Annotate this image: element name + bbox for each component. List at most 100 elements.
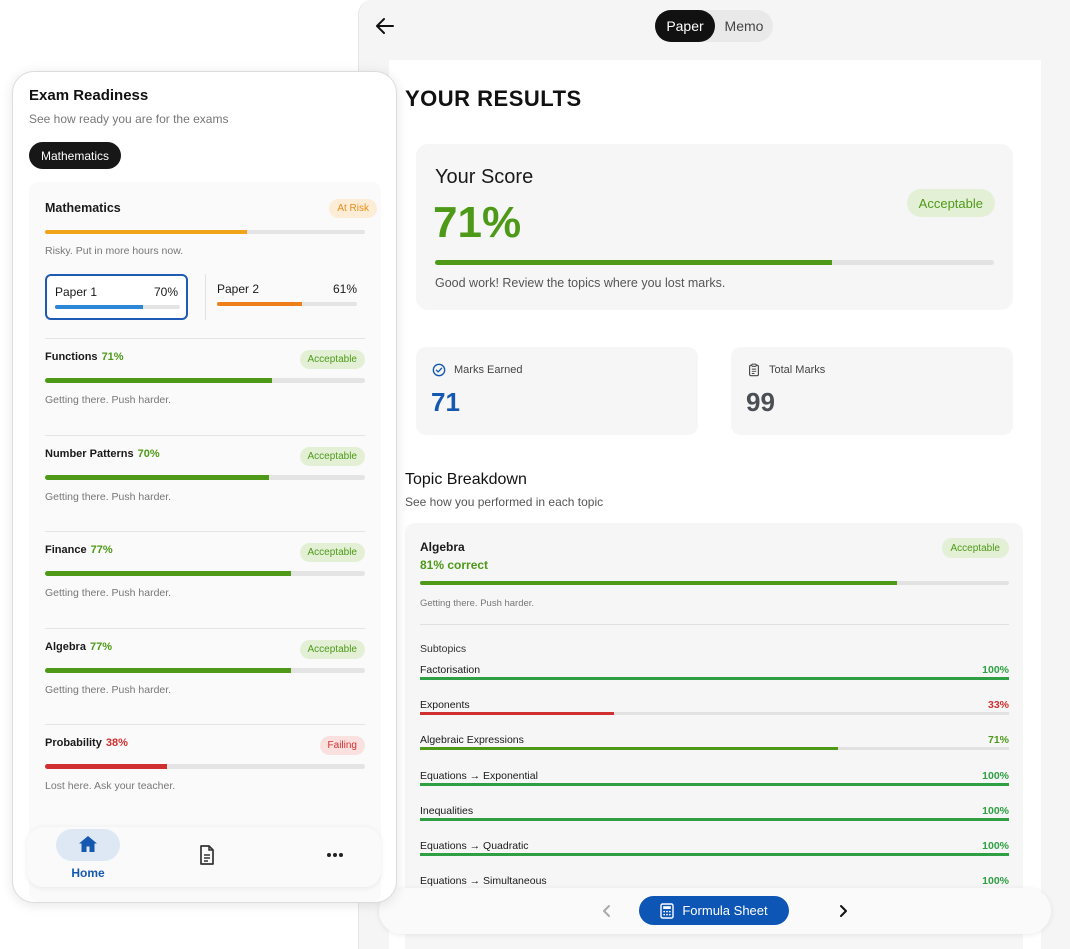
subtopic-percent: 100% — [982, 769, 1009, 782]
topic-progress-fill — [45, 378, 273, 383]
topic-item[interactable]: Probability 38% Failing Lost here. Ask your… — [45, 724, 365, 820]
subtopic-row: Equations → Quadratic 100% — [420, 840, 1009, 875]
topic-percent: 71% — [101, 351, 124, 363]
total-marks-label: Total Marks — [769, 364, 826, 376]
topic-progress-bar — [45, 474, 365, 480]
topic-percent: 77% — [90, 544, 113, 556]
topic-label: Probability — [45, 737, 102, 749]
marks-earned-value: 71 — [431, 387, 460, 417]
topic-label: Finance — [45, 544, 87, 556]
total-marks-card: Total Marks 99 — [731, 347, 1013, 435]
subtopic-progress-fill — [420, 747, 839, 751]
paper-memo-toggle: Paper Memo — [655, 10, 773, 42]
readiness-title: Exam Readiness — [29, 87, 149, 104]
back-arrow-icon[interactable] — [373, 14, 397, 38]
paper-percent: 70% — [153, 285, 178, 299]
nav-more[interactable] — [323, 827, 347, 887]
topic-name: Functions 71% — [45, 351, 124, 363]
more-dots-icon — [327, 853, 343, 857]
subject-chip[interactable]: Mathematics — [29, 142, 122, 169]
paper-percent: 61% — [332, 282, 357, 296]
subtopic-percent: 100% — [982, 804, 1009, 817]
topic-percent: 77% — [89, 640, 112, 653]
topic-name: Algebra 77% — [45, 641, 112, 653]
topic-breakdown-subtitle: See how you performed in each topic — [405, 495, 604, 509]
chevron-right-icon[interactable] — [831, 899, 855, 923]
topic-status-badge: Acceptable — [299, 639, 365, 659]
topic-progress-fill — [45, 474, 269, 480]
subtopic-progress-fill — [420, 677, 1009, 680]
subtopic-progress-bar — [420, 747, 1009, 751]
subject-progress-fill — [45, 230, 247, 234]
topic-item[interactable]: Finance 77% Acceptable Getting there. Push … — [45, 531, 365, 627]
divider — [45, 434, 365, 436]
subtopic-percent: 33% — [987, 699, 1009, 712]
topic-breakdown-title: Topic Breakdown — [405, 471, 527, 488]
subtopic-name: Equations → Quadratic — [420, 839, 529, 852]
paper-2-card[interactable]: Paper 2 61% — [217, 274, 357, 320]
score-value: 71% — [433, 198, 522, 247]
score-status-badge: Acceptable — [906, 189, 995, 217]
topic-progress-bar — [45, 571, 365, 576]
subtopic-progress-fill — [420, 817, 1009, 821]
divider — [45, 627, 365, 629]
topic-percent: 38% — [105, 737, 128, 749]
subtopic-percent: 100% — [982, 875, 1009, 888]
score-progress-bar — [435, 260, 994, 265]
topic-message: Getting there. Push harder. — [45, 394, 172, 406]
divider — [45, 338, 365, 339]
subtopic-name: Factorisation — [420, 664, 481, 676]
nav-home[interactable]: Home — [56, 827, 120, 887]
subtopic-percent: 100% — [982, 839, 1009, 852]
subtopic-name: Equations → Simultaneous — [420, 875, 547, 888]
topic-status-badge: Acceptable — [299, 543, 365, 562]
tab-paper[interactable]: Paper — [655, 10, 715, 42]
score-card: Your Score 71% Acceptable Good work! Rev… — [416, 144, 1013, 310]
subject-progress-bar — [45, 230, 365, 234]
readiness-subtitle: See how ready you are for the exams — [29, 112, 229, 126]
paper-progress-bar — [55, 305, 180, 309]
topic-item[interactable]: Algebra 77% Acceptable Getting there. Push … — [45, 627, 365, 724]
score-label: Your Score — [435, 166, 534, 188]
paper-progress-fill — [217, 302, 303, 306]
results-panel: Paper Memo YOUR RESULTS Your Score 71% A… — [358, 0, 1070, 949]
subtopic-progress-bar — [420, 677, 1009, 680]
marks-earned-card: Marks Earned 71 — [416, 347, 698, 435]
subtopic-progress-fill — [420, 712, 615, 716]
formula-sheet-button[interactable]: Formula Sheet — [639, 896, 789, 925]
topic-item[interactable]: Number Patterns 70% Acceptable Getting ther… — [45, 434, 365, 531]
paper-1-card[interactable]: Paper 1 70% — [45, 274, 188, 320]
score-progress-fill — [435, 260, 832, 265]
subtopic-row: Algebraic Expressions 71% — [420, 734, 1009, 769]
topic-status-badge: Acceptable — [299, 350, 365, 369]
divider — [45, 531, 365, 532]
subtopic-progress-bar — [420, 782, 1009, 786]
topic-item[interactable]: Functions 71% Acceptable Getting there. Pus… — [45, 338, 365, 434]
subtopic-percent: 71% — [987, 734, 1009, 747]
subject-message: Risky. Put in more hours now. — [45, 245, 184, 257]
topic-breakdown-card: Algebra 81% correct Acceptable Getting t… — [405, 523, 1023, 949]
topic-message: Getting there. Push harder. — [420, 598, 535, 609]
nav-documents[interactable] — [195, 827, 219, 887]
topic-percent: 70% — [137, 447, 160, 460]
topic-name: Finance 77% — [45, 544, 113, 556]
marks-earned-label: Marks Earned — [454, 364, 523, 376]
topic-label: Number Patterns — [45, 447, 134, 460]
divider — [420, 624, 1009, 625]
tab-memo[interactable]: Memo — [724, 18, 764, 34]
score-message: Good work! Review the topics where you l… — [435, 276, 726, 290]
topic-name: Number Patterns 70% — [45, 448, 160, 460]
chevron-left-icon[interactable] — [595, 899, 619, 923]
topic-status-badge: Acceptable — [941, 538, 1009, 558]
paper-name: Paper 1 — [55, 285, 98, 299]
subtopic-progress-bar — [420, 712, 1009, 716]
topic-progress-fill — [45, 764, 167, 769]
topic-progress-bar — [420, 581, 1009, 585]
formula-sheet-label: Formula Sheet — [682, 903, 768, 918]
topic-label: Functions — [45, 351, 98, 363]
topic-message: Getting there. Push harder. — [45, 587, 172, 599]
subtopic-name: Algebraic Expressions — [420, 734, 524, 747]
divider — [45, 724, 365, 725]
page-title: YOUR RESULTS — [405, 86, 582, 111]
paper-name: Paper 2 — [217, 282, 260, 296]
